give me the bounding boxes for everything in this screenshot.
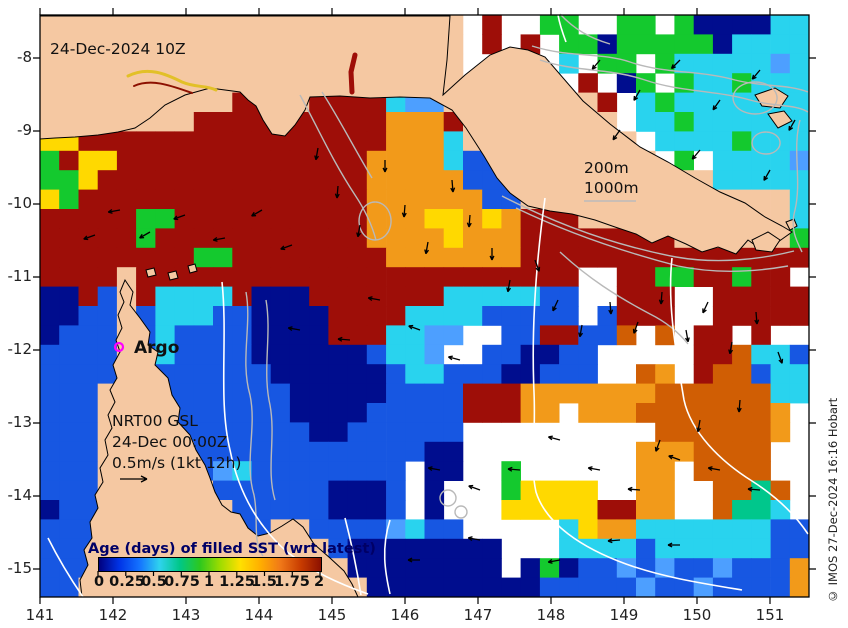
- model-info-block: NRT00 GSL 24-Dec 00:00Z 0.5m/s (1kt 12h): [112, 411, 241, 474]
- x-axis-tick-label: 144: [244, 606, 274, 624]
- x-axis-tick-label: 147: [463, 606, 493, 624]
- colorbar-tick-label: 1.25: [219, 574, 255, 590]
- x-axis-tick-label: 149: [609, 606, 639, 624]
- date-label: 24-Dec-2024 10Z: [50, 40, 186, 58]
- model-time: 24-Dec 00:00Z: [112, 433, 228, 451]
- colorbar-tick-label: 1: [203, 574, 215, 590]
- colorbar-tick-label: 1.75: [274, 574, 310, 590]
- x-axis-tick-label: 150: [682, 606, 712, 624]
- colorbar-title: Age (days) of filled SST (wrt latest): [88, 541, 376, 557]
- y-axis-tick-label: -15: [7, 559, 33, 577]
- x-axis-tick-label: 146: [390, 606, 420, 624]
- x-axis-tick-label: 151: [755, 606, 785, 624]
- x-axis-tick-label: 142: [98, 606, 128, 624]
- colorbar-tick-label: 0.5: [141, 574, 167, 590]
- argo-float-label: Argo: [134, 338, 180, 358]
- x-axis-tick-label: 148: [536, 606, 566, 624]
- colorbar-tick-label: 0.75: [164, 574, 200, 590]
- colorbar-gradient: [98, 557, 322, 572]
- y-axis-tick-label: -11: [7, 267, 33, 285]
- isobath-200m-label: 200m: [584, 159, 629, 177]
- colorbar-tick-label: 0.25: [109, 574, 145, 590]
- model-name: NRT00 GSL: [112, 412, 198, 430]
- isobath-1000m-label: 1000m: [584, 179, 639, 197]
- copyright-credit: © IMOS 27-Dec-2024 16:16 Hobart: [826, 397, 840, 603]
- isobath-legend: 200m 1000m: [584, 158, 639, 198]
- colorbar-tick-label: 0: [93, 574, 105, 590]
- x-axis-tick-label: 145: [317, 606, 347, 624]
- y-axis-tick-label: -8: [17, 48, 32, 66]
- velocity-scale-label: 0.5m/s (1kt 12h): [112, 454, 242, 472]
- colorbar-tick-label: 2: [313, 574, 325, 590]
- y-axis-tick-label: -10: [7, 194, 33, 212]
- colorbar-tick-label: 1.5: [251, 574, 277, 590]
- y-axis-tick-label: -12: [7, 340, 33, 358]
- x-axis-tick-label: 141: [25, 606, 55, 624]
- y-axis-tick-label: -9: [17, 121, 32, 139]
- x-axis-tick-label: 143: [171, 606, 201, 624]
- y-axis-tick-label: -14: [7, 486, 33, 504]
- y-axis-tick-label: -13: [7, 413, 33, 431]
